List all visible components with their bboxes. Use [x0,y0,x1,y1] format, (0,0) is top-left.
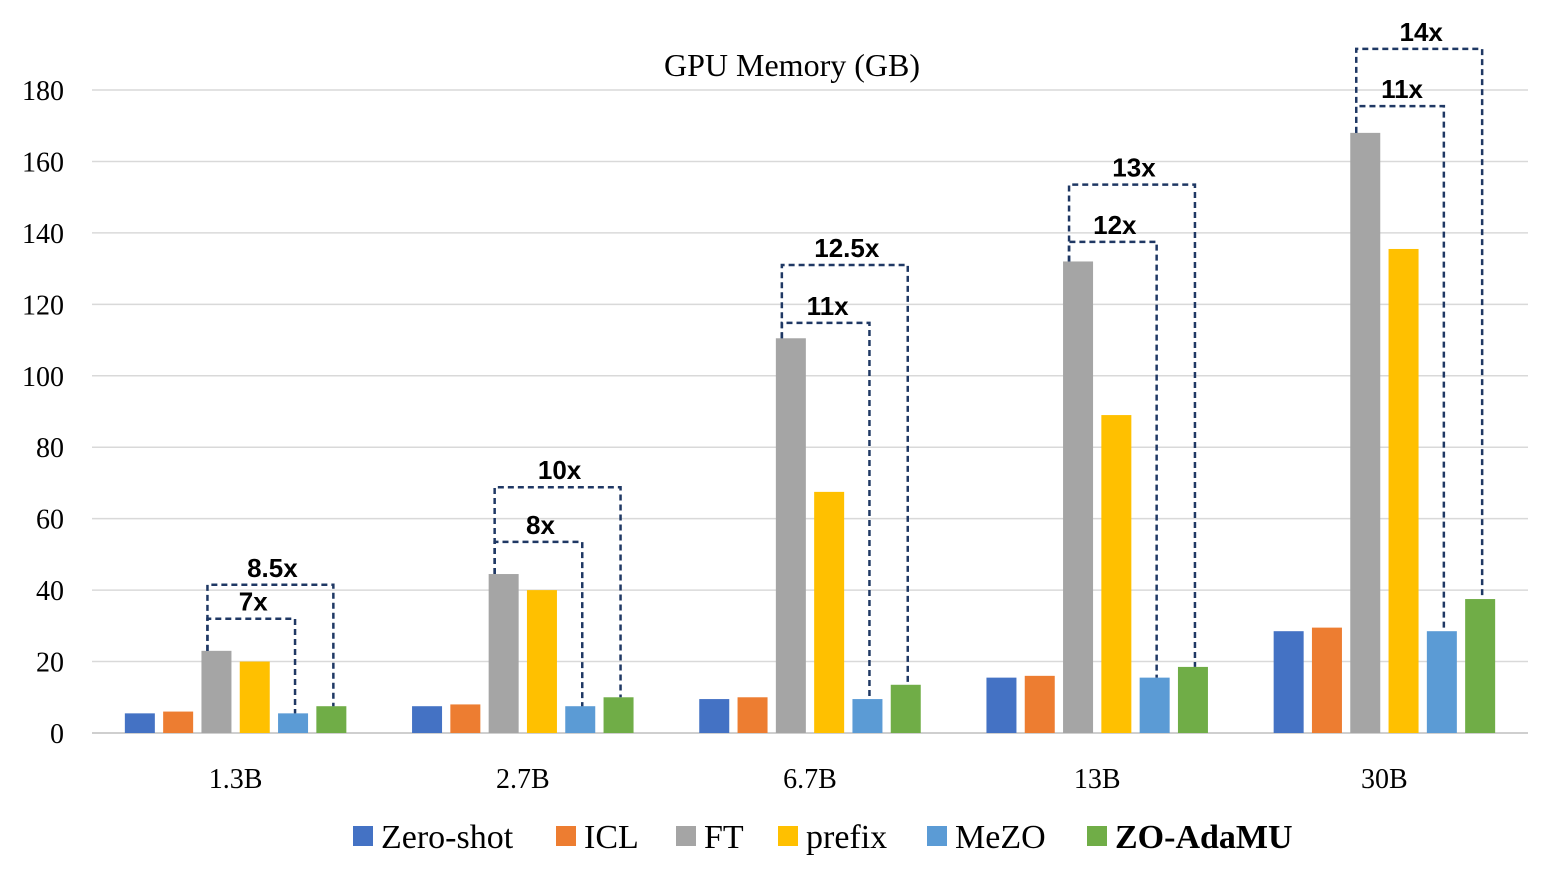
x-tick-label: 1.3B [209,764,263,795]
y-tick-label: 0 [50,719,64,750]
y-tick-label: 80 [36,433,64,464]
bar [1311,627,1342,733]
y-tick-label: 140 [22,219,64,250]
bar [278,713,309,733]
ratio-bracket [206,583,335,707]
ratio-bracket [1067,240,1158,678]
y-tick-label: 20 [36,648,64,679]
ratio-label: 13x [1112,153,1156,183]
x-tick-label: 6.7B [783,764,837,795]
y-tick-label: 100 [22,362,64,393]
y-tick-label: 180 [22,76,64,107]
bar [1101,415,1132,733]
bar [852,699,883,733]
legend-swatch [1087,826,1107,846]
legend-swatch [778,826,798,846]
ratio-label: 8.5x [247,553,298,583]
bar [699,699,730,733]
bar [814,491,845,733]
ratio-label: 7x [239,587,268,617]
y-tick-label: 60 [36,505,64,536]
x-tick-label: 13B [1074,764,1121,795]
legend-swatch [676,826,696,846]
y-axis-ticks: 0 20 40 60 80 100 120 140 160 180 [22,76,64,750]
ratio-bracket [1355,47,1484,600]
bar [201,650,232,733]
ratio-label: 12x [1093,210,1137,240]
ratio-bracket [780,321,871,700]
bar [1350,132,1381,733]
ratio-bracket [493,485,622,698]
legend-label: prefix [806,819,887,856]
bar [163,711,194,733]
legend-label: FT [704,819,744,856]
bar [124,713,155,733]
ratio-bracket [493,540,584,707]
ratio-label: 11x [1381,74,1423,104]
bar [1273,631,1304,733]
legend-label: ICL [584,819,639,856]
ratio-label: 11x [807,291,849,321]
ratio-bracket [206,617,297,714]
bar [1177,666,1208,733]
y-tick-label: 160 [22,147,64,178]
bar [316,706,347,733]
legend-label: MeZO [955,819,1046,856]
legend: Zero-shot ICL FT prefix MeZO ZO-AdaMU [353,819,1293,856]
bars [124,132,1496,734]
bar [565,706,596,733]
x-tick-label: 30B [1361,764,1408,795]
bar [1426,631,1457,733]
ratio-label: 12.5x [814,233,880,263]
bar [450,704,481,733]
ratio-label: 10x [538,455,582,485]
bar [1139,677,1170,733]
y-tick-label: 40 [36,576,64,607]
chart-title: GPU Memory (GB) [664,47,920,83]
bar [526,590,557,733]
bar [1063,261,1094,733]
bar [1024,675,1055,733]
ratio-bracket [1067,183,1197,667]
x-axis-ticks: 1.3B 2.7B 6.7B 13B 30B [209,764,1408,795]
bar [775,338,806,733]
bar [239,661,270,733]
ratio-label: 14x [1400,17,1444,47]
x-tick-label: 2.7B [496,764,550,795]
ratio-label: 8x [526,510,555,540]
bar [890,684,921,733]
bar [603,697,634,733]
legend-swatch [927,826,947,846]
legend-swatch [556,826,576,846]
bar [1465,599,1496,733]
bar [986,677,1017,733]
bar [737,697,768,733]
bar [488,574,519,733]
ratio-annotations: 7x 8.5x 8x 10x 11x 12.5x 12x 13x 11x 14x [206,17,1484,714]
bar [1388,248,1419,734]
legend-label: ZO-AdaMU [1115,819,1293,856]
y-tick-label: 120 [22,290,64,321]
gridlines [92,89,1528,734]
legend-label: Zero-shot [381,819,514,856]
legend-swatch [353,826,373,846]
bar [412,706,443,733]
